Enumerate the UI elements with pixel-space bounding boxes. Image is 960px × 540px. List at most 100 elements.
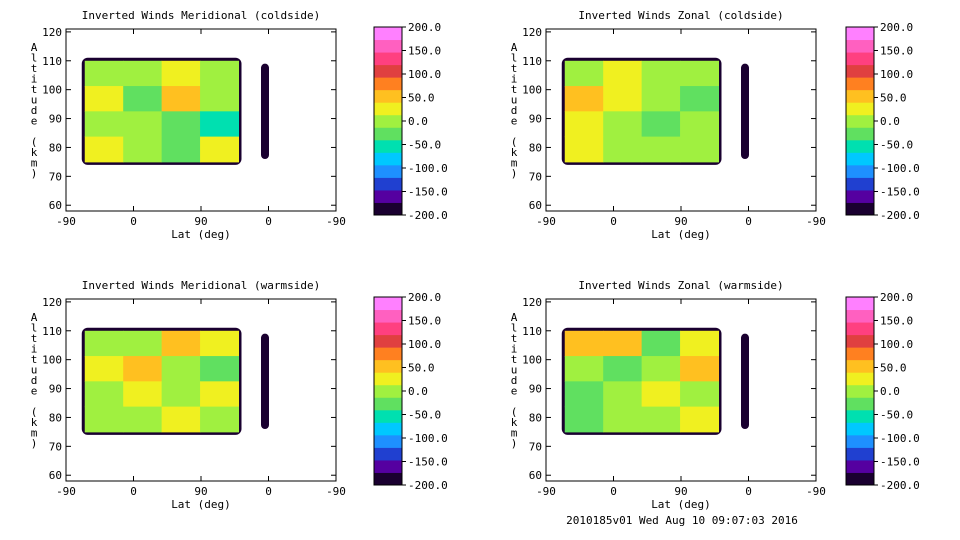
chart-panel-4: Inverted Winds Zonal (warmside) 60 70 80 90 1… (511, 279, 920, 511)
data-cell (200, 330, 239, 357)
data-cell (603, 406, 643, 433)
colorbar-swatch (846, 397, 874, 411)
data-cell (641, 330, 681, 357)
x-tick-label: -90 (536, 485, 556, 498)
data-cell (564, 381, 604, 408)
colorbar-swatch (374, 139, 402, 153)
colorbar: 200.0 150.0 100.0 50.0 0.0 -50.0 -100.0 -150.0 -… (845, 21, 920, 222)
contour-field (81, 327, 269, 435)
chart-title: Inverted Winds Zonal (warmside) (578, 279, 783, 292)
colorbar-tick-label: 100.0 (880, 68, 913, 81)
data-cell (200, 111, 239, 138)
colorbar-swatch (374, 52, 402, 66)
data-cell (200, 86, 239, 112)
colorbar-tick-label: 100.0 (880, 338, 913, 351)
data-cell (84, 60, 124, 87)
contour-field (561, 57, 749, 165)
colorbar-swatch (846, 114, 874, 128)
colorbar-swatch (374, 434, 402, 448)
x-tick-label: 0 (610, 215, 617, 228)
y-tick-label: 90 (529, 383, 542, 396)
data-cell (564, 60, 604, 87)
colorbar-tick-label: 150.0 (408, 45, 441, 58)
colorbar-swatch (374, 334, 402, 348)
x-tick-label: -90 (536, 215, 556, 228)
colorbar-swatch (846, 64, 874, 78)
colorbar-tick-label: -200.0 (880, 479, 920, 492)
x-tick-label: 0 (130, 215, 137, 228)
data-cell (84, 136, 124, 163)
footer-timestamp: 2010185v01 Wed Aug 10 09:07:03 2016 (566, 514, 798, 527)
data-cell (641, 86, 681, 112)
colorbar-tick-label: -100.0 (408, 432, 448, 445)
colorbar-swatch (374, 202, 402, 216)
colorbar-tick-label: 0.0 (408, 385, 428, 398)
colorbar-swatch (374, 447, 402, 461)
y-tick-label: 70 (529, 170, 542, 183)
colorbar-swatch (374, 152, 402, 166)
data-cell (123, 356, 163, 382)
colorbar-swatch (374, 189, 402, 203)
colorbar-tick-label: -200.0 (880, 209, 920, 222)
data-cell (603, 111, 643, 138)
y-tick-label: 120 (42, 26, 62, 39)
colorbar-swatch (374, 359, 402, 373)
data-cell (200, 406, 239, 433)
colorbar-tick-label: 200.0 (408, 291, 441, 304)
y-tick-label: 60 (49, 199, 62, 212)
data-cell (603, 60, 643, 87)
colorbar-tick-label: 50.0 (880, 92, 907, 105)
colorbar-tick-label: -50.0 (880, 139, 913, 152)
y-tick-label: 100 (42, 84, 62, 97)
data-cell (603, 330, 643, 357)
y-tick-label: 80 (529, 141, 542, 154)
x-tick-label: 0 (265, 215, 272, 228)
data-cell (564, 406, 604, 433)
data-cell (161, 406, 201, 433)
colorbar-tick-label: 0.0 (880, 385, 900, 398)
x-tick-label: 90 (194, 215, 207, 228)
y-tick-label: 70 (49, 170, 62, 183)
data-cell (161, 111, 201, 138)
data-cell (200, 356, 239, 382)
colorbar-swatch (846, 334, 874, 348)
colorbar-swatch (846, 422, 874, 436)
data-cell (680, 381, 719, 408)
data-cell (84, 381, 124, 408)
colorbar-swatch (846, 459, 874, 473)
data-cell (161, 86, 201, 112)
data-cell (680, 111, 719, 138)
colorbar-tick-label: 100.0 (408, 338, 441, 351)
colorbar-swatch (374, 472, 402, 486)
data-cell (123, 86, 163, 112)
colorbar-swatch (846, 322, 874, 336)
side-blob (741, 63, 749, 159)
data-cell (161, 356, 201, 382)
colorbar-swatch (846, 102, 874, 116)
data-cell (161, 330, 201, 357)
data-cell (84, 86, 124, 112)
colorbar-tick-label: -150.0 (408, 186, 448, 199)
colorbar-swatch (846, 434, 874, 448)
data-cell (200, 60, 239, 87)
colorbar-swatch (846, 39, 874, 53)
data-cell (680, 136, 719, 163)
colorbar-swatch (374, 127, 402, 141)
x-tick-label: -90 (806, 215, 826, 228)
colorbar: 200.0 150.0 100.0 50.0 0.0 -50.0 -100.0 -150.0 -… (845, 291, 920, 492)
colorbar-swatch (846, 409, 874, 423)
y-tick-label: 100 (522, 84, 542, 97)
colorbar-swatch (374, 397, 402, 411)
chart-panel-1: Inverted Winds Meridional (coldside) 60 70… (31, 9, 448, 241)
colorbar-swatch (846, 447, 874, 461)
data-cell (603, 136, 643, 163)
x-tick-label: 0 (265, 485, 272, 498)
data-cell (564, 136, 604, 163)
colorbar-swatch (846, 202, 874, 216)
colorbar-swatch (846, 177, 874, 191)
data-cell (641, 381, 681, 408)
colorbar-swatch (846, 359, 874, 373)
data-cell (564, 356, 604, 382)
chart-panel-3: Inverted Winds Meridional (warmside) 60 70… (31, 279, 448, 511)
y-tick-label: 80 (49, 411, 62, 424)
